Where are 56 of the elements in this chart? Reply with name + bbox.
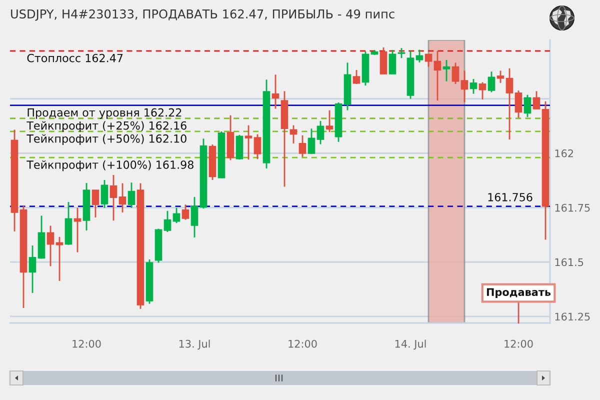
- candlestick: [272, 74, 280, 110]
- candlestick: [470, 78, 478, 94]
- x-tick-label: 12:00: [504, 340, 533, 348]
- candlestick: [298, 134, 306, 158]
- candlestick: [172, 207, 180, 224]
- candlestick: [290, 124, 298, 144]
- candlestick: [514, 90, 522, 118]
- candlestick: [254, 134, 262, 160]
- candlestick: [488, 70, 496, 93]
- candlestick: [46, 224, 54, 267]
- candlestick: [452, 62, 460, 85]
- x-tick-label: 14. Jul: [395, 340, 426, 350]
- candlestick: [326, 110, 334, 133]
- candlestick: [110, 174, 118, 222]
- candlestick: [236, 134, 244, 160]
- ref-line-label: Тейкпрофит (+100%) 161.98: [26, 160, 194, 172]
- candlestick: [524, 94, 532, 118]
- x-tick-label: 12:00: [72, 340, 101, 348]
- candlestick: [424, 53, 432, 68]
- candlestick: [506, 68, 514, 140]
- annotation: 161.756: [488, 192, 532, 202]
- candlestick: [92, 189, 100, 218]
- candlestick: [28, 244, 36, 294]
- candlestick: [478, 82, 486, 100]
- candlestick: [380, 46, 388, 75]
- candlestick: [496, 70, 504, 84]
- candlestick: [128, 182, 136, 209]
- ref-line-label: Стоплосс 162.47: [27, 54, 123, 62]
- y-tick-label: 161.75: [555, 204, 590, 212]
- candlestick: [398, 47, 406, 59]
- annotation: Продавать: [486, 288, 551, 298]
- candlestick: [442, 59, 450, 82]
- candlestick: [352, 69, 360, 85]
- candlestick: [182, 204, 190, 221]
- y-tick-label: 161.5: [555, 258, 584, 266]
- candlestick: [190, 196, 198, 238]
- candlestick: [74, 207, 82, 253]
- chart-title: USDJPY, H4#230133, ПРОДАВАТЬ 162.47, ПРИБЫЛЬ - 49 пипс: [11, 9, 394, 21]
- candlestick: [308, 128, 316, 155]
- candlestick: [316, 120, 324, 145]
- candlestick: [244, 124, 252, 160]
- candlestick: [460, 70, 468, 103]
- x-tick-label: 12:00: [288, 340, 317, 348]
- candlestick: [434, 50, 442, 102]
- candlestick: [56, 236, 64, 282]
- x-tick-label: 13. Jul: [179, 340, 210, 350]
- ref-line-label: Тейкпрофит (+50%) 162.10: [26, 134, 186, 145]
- candlestick: [100, 179, 108, 209]
- ref-line-label: Продаем от уровня 162.22: [28, 108, 182, 119]
- y-tick-label: 161.25: [555, 312, 590, 321]
- candlestick: [118, 182, 126, 214]
- y-tick-label: 162: [555, 149, 574, 158]
- candlestick: [164, 210, 172, 233]
- candlestick: [388, 49, 396, 75]
- candlestick: [532, 90, 540, 110]
- ref-line-label: Тейкпрофит (+25%) 162.16: [26, 121, 186, 132]
